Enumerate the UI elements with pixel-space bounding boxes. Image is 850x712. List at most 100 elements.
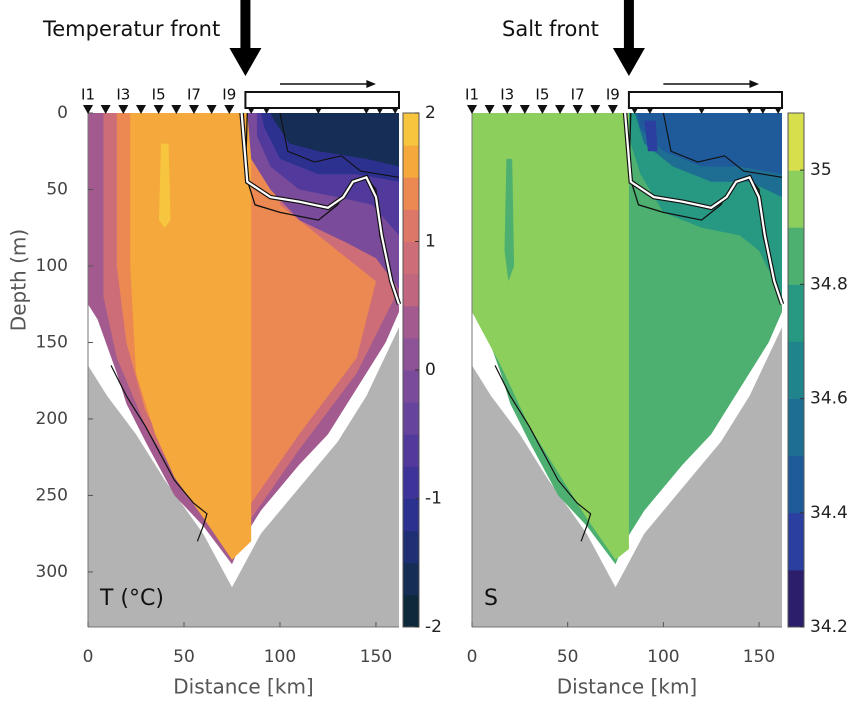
x-tick-label: 100 — [647, 647, 679, 667]
station-marker — [224, 105, 235, 114]
colorbar-band — [788, 398, 804, 457]
station-label: I5 — [152, 86, 166, 104]
x-tick-label: 150 — [743, 647, 775, 667]
colorbar-band — [403, 113, 419, 146]
colorbar-band — [403, 209, 419, 242]
x-tick-label: 100 — [264, 647, 296, 667]
colorbar-band — [788, 455, 804, 514]
x-axis-label: Distance [km] — [557, 675, 697, 699]
contour-region — [130, 113, 252, 560]
bathymetry — [88, 327, 399, 627]
station-label: I9 — [222, 86, 236, 104]
colorbar-tick-label: 34.2 — [810, 617, 848, 637]
panel-label: S — [484, 586, 498, 611]
station-marker — [467, 105, 477, 114]
front-arrow-shaft — [623, 0, 634, 50]
colorbar-band — [788, 512, 804, 571]
contour-region — [159, 143, 171, 228]
colorbar-frame — [787, 112, 805, 628]
colorbar-tick-label: 2 — [425, 103, 436, 123]
front-line — [624, 112, 784, 305]
station-label: I1 — [465, 86, 479, 104]
contour-region — [504, 158, 515, 282]
x-tick-label: 50 — [557, 647, 579, 667]
station-label: I9 — [606, 86, 620, 104]
panel-label: T (°C) — [99, 586, 164, 611]
front-box — [244, 91, 400, 109]
colorbar-tick-label: 1 — [425, 232, 436, 252]
front-line — [240, 112, 401, 305]
colorbar-band — [403, 273, 419, 307]
station-marker — [118, 105, 129, 114]
colorbar-band — [403, 370, 419, 403]
colorbar-band — [788, 227, 804, 285]
colorbar-tick-label: 0 — [425, 360, 436, 380]
contour-region — [270, 113, 399, 167]
x-tick-label: 0 — [467, 647, 478, 667]
station-marker — [502, 105, 513, 114]
contour-region — [636, 113, 782, 175]
direction-arrow-head — [749, 80, 760, 88]
contour-region — [644, 120, 658, 152]
y-tick-label: 100 — [36, 256, 68, 276]
station-marker — [171, 105, 182, 114]
colorbar-band — [403, 434, 419, 467]
station-marker — [607, 105, 618, 114]
colorbar-band — [403, 145, 419, 178]
y-axis-label: Depth (m) — [7, 229, 31, 331]
colorbar-band — [403, 594, 419, 628]
front-box — [627, 91, 783, 109]
station-marker — [83, 105, 93, 114]
bathymetry — [472, 327, 782, 627]
colorbar-band — [788, 284, 804, 342]
colorbar-tick-label: -1 — [425, 489, 442, 509]
station-label: I1 — [81, 86, 95, 104]
colorbar-band — [403, 402, 419, 435]
station-marker — [153, 105, 164, 114]
panel-title: Salt front — [502, 17, 599, 41]
station-label: I3 — [500, 86, 514, 104]
colorbar-band — [403, 530, 419, 564]
y-tick-label: 200 — [36, 409, 68, 429]
colorbar-band — [788, 113, 804, 171]
colorbar-band — [403, 498, 419, 532]
contour-line — [110, 365, 208, 542]
station-marker — [100, 105, 111, 114]
station-marker — [484, 105, 495, 114]
colorbar-band — [403, 177, 419, 210]
station-marker — [135, 105, 146, 114]
station-marker — [555, 105, 566, 114]
station-label: I7 — [187, 86, 201, 104]
x-tick-label: 0 — [83, 647, 94, 667]
colorbar-band — [403, 305, 419, 339]
station-marker — [537, 105, 548, 114]
front-arrow-head — [612, 48, 645, 76]
panel-title: Temperatur front — [42, 17, 220, 41]
x-axis-label: Distance [km] — [173, 675, 313, 699]
y-tick-label: 50 — [46, 179, 68, 199]
colorbar-tick-label: 34.8 — [810, 274, 848, 294]
station-marker — [206, 105, 217, 114]
station-marker — [590, 105, 601, 114]
x-tick-label: 150 — [360, 647, 392, 667]
contour-line — [279, 112, 400, 178]
colorbar-band — [403, 466, 419, 499]
x-tick-label: 50 — [173, 647, 195, 667]
y-tick-label: 300 — [36, 562, 68, 582]
station-marker — [519, 105, 530, 114]
y-tick-label: 0 — [57, 103, 68, 123]
colorbar-tick-label: 34.6 — [810, 389, 848, 409]
colorbar-band — [403, 562, 419, 596]
colorbar-band — [788, 569, 804, 628]
station-marker — [572, 105, 583, 114]
colorbar-band — [403, 241, 419, 275]
colorbar-band — [788, 341, 804, 400]
front-arrow-shaft — [240, 0, 251, 50]
contour-line — [662, 112, 783, 178]
colorbar-band — [788, 170, 804, 228]
y-tick-label: 150 — [36, 332, 68, 352]
station-marker — [188, 105, 199, 114]
station-label: I7 — [571, 86, 585, 104]
colorbar-tick-label: 35 — [810, 160, 832, 180]
